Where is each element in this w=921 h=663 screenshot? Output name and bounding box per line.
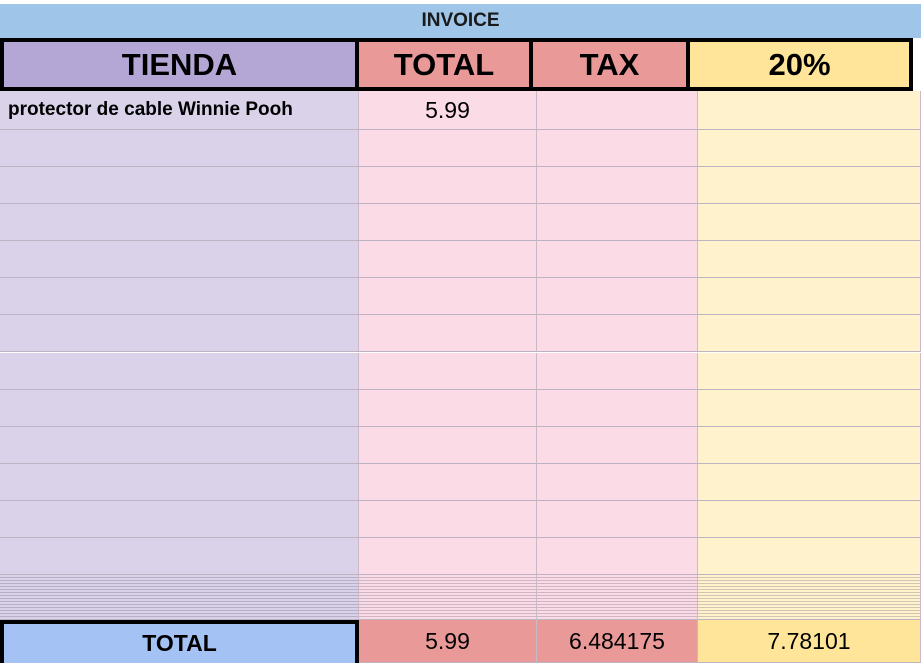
empty-cell[interactable] bbox=[537, 426, 698, 464]
table-row bbox=[0, 426, 921, 464]
empty-cell[interactable] bbox=[359, 352, 537, 390]
empty-cell[interactable] bbox=[0, 537, 359, 575]
empty-cell[interactable] bbox=[0, 167, 359, 205]
empty-cell[interactable] bbox=[0, 315, 359, 353]
cell[interactable] bbox=[698, 575, 921, 620]
empty-cell[interactable] bbox=[698, 278, 921, 316]
empty-cell[interactable] bbox=[537, 537, 698, 575]
empty-cell[interactable] bbox=[698, 241, 921, 279]
empty-cell[interactable] bbox=[359, 315, 537, 353]
cell[interactable] bbox=[359, 575, 537, 620]
empty-cell[interactable] bbox=[359, 130, 537, 168]
empty-cell[interactable] bbox=[0, 278, 359, 316]
top-strip bbox=[0, 0, 921, 4]
table-row: protector de cable Winnie Pooh 5.99 bbox=[0, 91, 921, 130]
table-row bbox=[0, 278, 921, 316]
table-row bbox=[0, 241, 921, 279]
header-row: TIENDA TOTAL TAX 20% bbox=[0, 38, 921, 91]
empty-cell[interactable] bbox=[698, 204, 921, 242]
empty-cell[interactable] bbox=[537, 167, 698, 205]
table-row bbox=[0, 352, 921, 390]
empty-cell[interactable] bbox=[698, 500, 921, 538]
empty-cell[interactable] bbox=[0, 204, 359, 242]
table-row bbox=[0, 315, 921, 353]
empty-cell[interactable] bbox=[537, 500, 698, 538]
empty-cell[interactable] bbox=[537, 241, 698, 279]
empty-cell[interactable] bbox=[359, 463, 537, 501]
empty-cell[interactable] bbox=[698, 167, 921, 205]
empty-cell[interactable] bbox=[359, 278, 537, 316]
empty-cell[interactable] bbox=[0, 389, 359, 427]
empty-cell[interactable] bbox=[0, 463, 359, 501]
empty-cell[interactable] bbox=[0, 426, 359, 464]
header-total[interactable]: TOTAL bbox=[355, 38, 533, 91]
table-row bbox=[0, 389, 921, 427]
table-row bbox=[0, 537, 921, 575]
empty-cell[interactable] bbox=[537, 130, 698, 168]
empty-cell[interactable] bbox=[698, 463, 921, 501]
totals-tax[interactable]: 6.484175 bbox=[537, 620, 698, 663]
empty-cell[interactable] bbox=[0, 500, 359, 538]
empty-cell[interactable] bbox=[698, 352, 921, 390]
empty-cell[interactable] bbox=[698, 389, 921, 427]
header-rate[interactable]: 20% bbox=[686, 38, 913, 91]
item-name-cell[interactable]: protector de cable Winnie Pooh bbox=[0, 91, 359, 130]
item-total-cell[interactable]: 5.99 bbox=[359, 91, 537, 130]
cell[interactable] bbox=[0, 575, 359, 620]
empty-cell[interactable] bbox=[359, 204, 537, 242]
header-tienda[interactable]: TIENDA bbox=[0, 38, 359, 91]
empty-cell[interactable] bbox=[359, 426, 537, 464]
table-row bbox=[0, 500, 921, 538]
table-row bbox=[0, 463, 921, 501]
empty-cell[interactable] bbox=[0, 130, 359, 168]
table-row bbox=[0, 204, 921, 242]
collapsed-rows bbox=[0, 575, 921, 620]
empty-cell[interactable] bbox=[537, 389, 698, 427]
empty-cell[interactable] bbox=[698, 315, 921, 353]
empty-cell[interactable] bbox=[359, 500, 537, 538]
empty-cell[interactable] bbox=[537, 463, 698, 501]
empty-cell[interactable] bbox=[359, 167, 537, 205]
totals-total[interactable]: 5.99 bbox=[359, 620, 537, 663]
table-row bbox=[0, 167, 921, 205]
item-rate-cell[interactable] bbox=[698, 91, 921, 130]
item-tax-cell[interactable] bbox=[537, 91, 698, 130]
empty-cell[interactable] bbox=[359, 389, 537, 427]
empty-cell[interactable] bbox=[698, 537, 921, 575]
empty-cell[interactable] bbox=[359, 537, 537, 575]
invoice-title[interactable]: INVOICE bbox=[0, 4, 921, 38]
header-tax[interactable]: TAX bbox=[529, 38, 690, 91]
table-row bbox=[0, 130, 921, 168]
empty-cell[interactable] bbox=[537, 204, 698, 242]
empty-cell[interactable] bbox=[698, 426, 921, 464]
cell[interactable] bbox=[537, 575, 698, 620]
empty-cell[interactable] bbox=[698, 130, 921, 168]
empty-cell[interactable] bbox=[0, 241, 359, 279]
totals-rate[interactable]: 7.78101 bbox=[698, 620, 921, 663]
totals-label[interactable]: TOTAL bbox=[0, 620, 359, 663]
empty-cell[interactable] bbox=[537, 352, 698, 390]
empty-cell[interactable] bbox=[537, 278, 698, 316]
empty-cell[interactable] bbox=[0, 352, 359, 390]
empty-cell[interactable] bbox=[359, 241, 537, 279]
totals-row: TOTAL 5.99 6.484175 7.78101 bbox=[0, 620, 921, 663]
empty-cell[interactable] bbox=[537, 315, 698, 353]
